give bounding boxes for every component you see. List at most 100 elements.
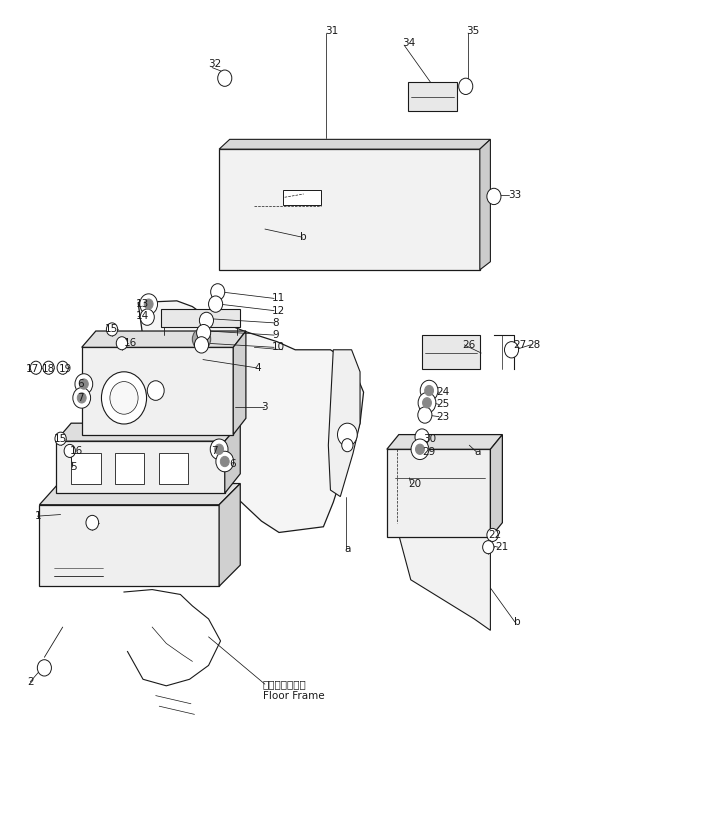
Text: 22: 22 bbox=[489, 530, 501, 540]
Text: 1: 1 bbox=[35, 511, 41, 521]
Polygon shape bbox=[162, 309, 240, 327]
Circle shape bbox=[216, 451, 234, 471]
Text: 32: 32 bbox=[208, 60, 222, 69]
Polygon shape bbox=[422, 335, 480, 369]
Text: a: a bbox=[474, 447, 481, 457]
Text: 29: 29 bbox=[422, 447, 436, 457]
Text: 21: 21 bbox=[496, 542, 508, 552]
Text: 26: 26 bbox=[462, 340, 475, 350]
Polygon shape bbox=[480, 140, 491, 270]
Text: 23: 23 bbox=[436, 412, 450, 422]
Polygon shape bbox=[40, 484, 240, 505]
Text: 28: 28 bbox=[528, 340, 541, 350]
Circle shape bbox=[459, 78, 473, 95]
Circle shape bbox=[220, 457, 229, 467]
Circle shape bbox=[55, 432, 66, 445]
Polygon shape bbox=[387, 449, 491, 538]
Text: 13: 13 bbox=[136, 299, 149, 309]
Text: 27: 27 bbox=[514, 340, 527, 350]
Circle shape bbox=[416, 444, 424, 454]
Circle shape bbox=[342, 439, 353, 452]
Circle shape bbox=[116, 337, 128, 350]
Circle shape bbox=[487, 188, 501, 204]
Circle shape bbox=[73, 387, 90, 408]
Text: 31: 31 bbox=[325, 26, 338, 36]
Polygon shape bbox=[56, 441, 225, 493]
Polygon shape bbox=[82, 347, 233, 435]
Circle shape bbox=[194, 337, 208, 353]
Circle shape bbox=[144, 299, 153, 310]
Text: 7: 7 bbox=[210, 446, 217, 456]
Circle shape bbox=[199, 312, 213, 328]
Polygon shape bbox=[138, 301, 364, 533]
Polygon shape bbox=[387, 435, 503, 449]
Text: 6: 6 bbox=[77, 379, 83, 389]
Bar bbox=[115, 453, 145, 484]
Text: 34: 34 bbox=[402, 38, 416, 48]
Polygon shape bbox=[219, 140, 491, 150]
Text: 25: 25 bbox=[436, 400, 450, 409]
Circle shape bbox=[424, 386, 433, 395]
Circle shape bbox=[217, 70, 232, 87]
Circle shape bbox=[37, 659, 52, 676]
Circle shape bbox=[415, 429, 429, 445]
Circle shape bbox=[208, 296, 222, 312]
Circle shape bbox=[107, 323, 118, 336]
Bar bbox=[159, 453, 188, 484]
Text: 19: 19 bbox=[59, 364, 72, 374]
Text: 2: 2 bbox=[28, 676, 34, 687]
Circle shape bbox=[418, 392, 436, 413]
Polygon shape bbox=[408, 83, 457, 111]
Polygon shape bbox=[399, 508, 491, 631]
Text: 16: 16 bbox=[70, 446, 83, 456]
Text: a: a bbox=[345, 544, 351, 554]
Text: 17: 17 bbox=[25, 364, 39, 374]
Circle shape bbox=[418, 407, 432, 423]
Circle shape bbox=[210, 283, 225, 300]
Text: 5: 5 bbox=[70, 462, 76, 472]
Circle shape bbox=[75, 373, 92, 395]
Text: 35: 35 bbox=[466, 26, 479, 36]
Circle shape bbox=[411, 439, 429, 459]
Polygon shape bbox=[491, 435, 503, 538]
Text: 9: 9 bbox=[272, 330, 279, 340]
Circle shape bbox=[102, 372, 147, 424]
Circle shape bbox=[487, 529, 498, 542]
Text: 33: 33 bbox=[508, 190, 521, 200]
Text: 3: 3 bbox=[261, 402, 268, 412]
Text: 7: 7 bbox=[77, 393, 83, 403]
Circle shape bbox=[215, 444, 224, 454]
Text: 20: 20 bbox=[408, 479, 421, 489]
Polygon shape bbox=[328, 350, 360, 497]
Text: 11: 11 bbox=[272, 293, 285, 303]
Text: 30: 30 bbox=[424, 435, 436, 444]
Text: フロアフレーム: フロアフレーム bbox=[263, 679, 306, 690]
Polygon shape bbox=[233, 331, 246, 435]
Circle shape bbox=[140, 309, 155, 325]
Polygon shape bbox=[56, 423, 240, 441]
Text: 10: 10 bbox=[272, 342, 285, 352]
Circle shape bbox=[64, 444, 76, 458]
Circle shape bbox=[505, 342, 519, 358]
Text: Floor Frame: Floor Frame bbox=[263, 690, 325, 701]
Circle shape bbox=[86, 516, 99, 530]
Text: 15: 15 bbox=[105, 324, 118, 334]
Circle shape bbox=[77, 393, 86, 403]
Polygon shape bbox=[40, 505, 219, 587]
Circle shape bbox=[420, 380, 438, 401]
Polygon shape bbox=[219, 484, 240, 587]
Circle shape bbox=[140, 294, 157, 315]
Circle shape bbox=[148, 381, 164, 400]
Polygon shape bbox=[225, 423, 240, 493]
Bar bbox=[282, 190, 321, 204]
Text: 15: 15 bbox=[54, 434, 67, 444]
Circle shape bbox=[79, 379, 88, 389]
Circle shape bbox=[423, 398, 431, 408]
Circle shape bbox=[30, 361, 42, 374]
Text: 18: 18 bbox=[42, 364, 55, 374]
Text: 14: 14 bbox=[136, 311, 149, 321]
Text: 12: 12 bbox=[272, 306, 285, 315]
Circle shape bbox=[337, 423, 357, 446]
Polygon shape bbox=[82, 331, 246, 347]
Bar bbox=[71, 453, 101, 484]
